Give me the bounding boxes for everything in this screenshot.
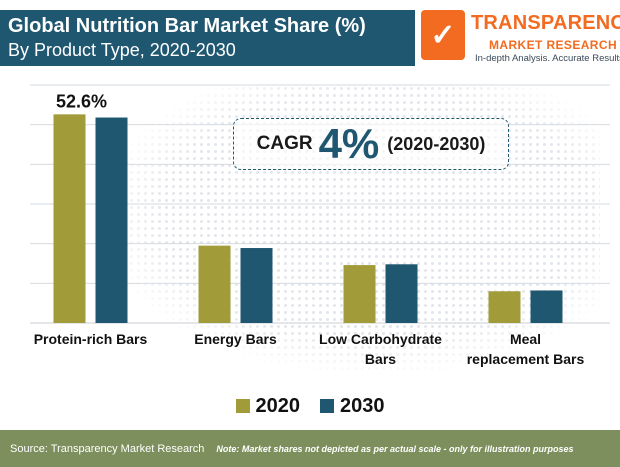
bar-2020-2 xyxy=(198,245,231,323)
bar-2020-4 xyxy=(488,291,521,323)
legend-swatch-2020 xyxy=(235,399,250,413)
logo-mark-icon: ✓ xyxy=(421,10,465,60)
category-label: Bars xyxy=(365,351,396,367)
data-label: 52.6% xyxy=(56,91,107,111)
bar-2030-2 xyxy=(240,248,273,323)
category-label: Energy Bars xyxy=(194,331,277,347)
company-logo: ✓ TRANSPARENCY MARKET RESEARCH In-depth … xyxy=(421,10,620,66)
legend-label-2020: 2020 xyxy=(255,394,301,417)
category-label: replacement Bars xyxy=(467,351,585,367)
footer-source: Source: Transparency Market Research xyxy=(10,442,205,455)
chart-legend: 2020 2030 xyxy=(0,393,620,419)
category-label: Meal xyxy=(510,331,541,347)
legend-swatch-2030 xyxy=(320,399,334,413)
logo-name: TRANSPARENCY xyxy=(471,12,620,34)
bar-2030-1 xyxy=(95,117,128,323)
footer-bar: Source: Transparency Market Research Not… xyxy=(0,430,620,467)
legend-label-2030: 2030 xyxy=(340,394,385,417)
legend-item-2020: 2020 xyxy=(235,394,301,418)
chart-title: Global Nutrition Bar Market Share (%) xyxy=(8,15,366,37)
bar-2030-4 xyxy=(530,290,563,323)
logo-subtitle: MARKET RESEARCH xyxy=(489,38,618,52)
logo-tagline: In-depth Analysis. Accurate Results xyxy=(475,53,620,64)
cagr-callout: CAGR 4% (2020-2030) xyxy=(233,118,509,170)
category-label: Protein-rich Bars xyxy=(34,331,148,347)
chart-subtitle: By Product Type, 2020-2030 xyxy=(8,40,236,60)
cagr-value: 4% xyxy=(318,120,380,167)
category-label: Low Carbohydrate xyxy=(319,331,442,347)
bar-2020-3 xyxy=(343,265,376,323)
cagr-label: CAGR xyxy=(256,133,313,154)
legend-item-2030: 2030 xyxy=(320,395,385,418)
bar-2020-1 xyxy=(53,114,86,323)
title-banner: Global Nutrition Bar Market Share (%) By… xyxy=(0,10,415,66)
footer-note: Note: Market shares not depicted as per … xyxy=(216,443,574,454)
bar-2030-3 xyxy=(385,264,418,323)
cagr-period: (2020-2030) xyxy=(387,133,486,154)
